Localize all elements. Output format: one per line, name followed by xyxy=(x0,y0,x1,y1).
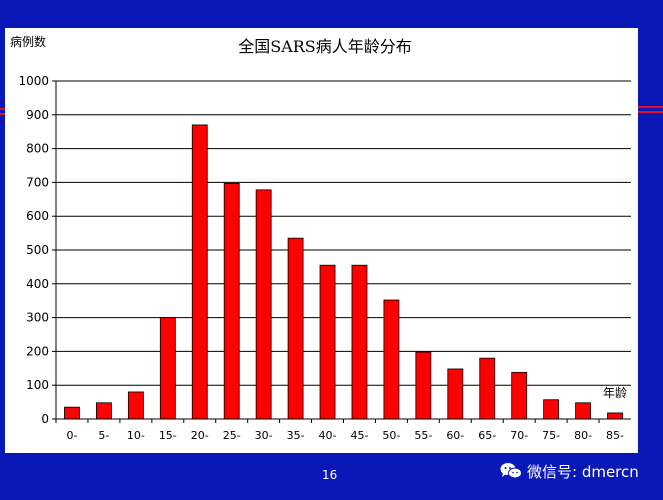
y-tick-label: 200 xyxy=(26,344,49,358)
right-accent-line xyxy=(638,106,663,108)
y-tick-label: 500 xyxy=(26,243,49,257)
wechat-icon xyxy=(500,463,522,479)
y-tick-label: 700 xyxy=(26,175,49,189)
chart-panel: 全国SARS病人年龄分布 病例数 年龄 0 100 200 300 400 500 600 7… xyxy=(5,28,638,453)
y-tick-label: 400 xyxy=(26,277,49,291)
x-tick-label: 5- xyxy=(98,429,109,442)
bar-70 xyxy=(511,371,528,420)
x-tick-label: 0- xyxy=(66,429,77,442)
x-tick-label: 55- xyxy=(414,429,432,442)
x-axis-label: 年龄 xyxy=(603,386,627,400)
bar-60 xyxy=(447,368,464,420)
left-accent-line-2 xyxy=(0,113,5,115)
bar-0 xyxy=(64,406,80,420)
bar-20 xyxy=(191,124,208,420)
chart-title: 全国SARS病人年龄分布 xyxy=(238,37,412,56)
bar-30 xyxy=(255,189,272,420)
bar-65 xyxy=(479,357,496,420)
y-tick-label: 1000 xyxy=(18,74,49,88)
x-tick-label: 75- xyxy=(542,429,560,442)
x-tick-label: 65- xyxy=(478,429,496,442)
bar-80 xyxy=(575,402,591,420)
y-ticks: 0 100 200 300 400 500 600 700 800 900 1000 xyxy=(18,74,56,426)
x-tick-label: 35- xyxy=(287,429,305,442)
x-tick-label: 85- xyxy=(606,429,624,442)
bars xyxy=(64,124,623,420)
bar-45 xyxy=(351,264,368,420)
x-tick-label: 45- xyxy=(350,429,368,442)
right-accent-line-2 xyxy=(638,111,663,113)
y-tick-label: 800 xyxy=(26,142,49,156)
bar-75 xyxy=(543,399,560,420)
bar-5 xyxy=(96,402,112,420)
bar-35 xyxy=(287,237,304,420)
x-tick-label: 40- xyxy=(319,429,337,442)
bar-40 xyxy=(319,264,336,420)
x-tick-label: 30- xyxy=(255,429,273,442)
bar-10 xyxy=(127,391,144,420)
x-tick-label: 15- xyxy=(159,429,177,442)
bar-85 xyxy=(607,412,623,420)
left-accent-line xyxy=(0,108,5,110)
x-tick-label: 50- xyxy=(382,429,400,442)
x-tick-label: 60- xyxy=(446,429,464,442)
x-ticks: 0- 5- 10- 15- 20- 25- 30- 35- 40- 45- 50- 55- 60- 65-… xyxy=(55,419,624,442)
page-number: 16 xyxy=(322,468,338,482)
bar-50 xyxy=(383,299,400,420)
y-tick-label: 300 xyxy=(26,311,49,325)
bar-25 xyxy=(223,183,240,420)
y-tick-label: 600 xyxy=(26,209,49,223)
watermark: 微信号: dmercn xyxy=(500,460,639,482)
bar-15 xyxy=(159,317,176,420)
y-tick-label: 900 xyxy=(26,108,49,122)
x-tick-label: 80- xyxy=(574,429,592,442)
x-tick-label: 70- xyxy=(510,429,528,442)
x-tick-label: 25- xyxy=(223,429,241,442)
bar-chart: 全国SARS病人年龄分布 病例数 年龄 0 100 200 300 400 500 600 7… xyxy=(10,34,631,442)
y-tick-label: 100 xyxy=(26,378,49,392)
bar-55 xyxy=(415,351,432,420)
gridlines xyxy=(56,80,631,386)
y-tick-label: 0 xyxy=(41,412,49,426)
y-axis-label: 病例数 xyxy=(10,34,46,49)
x-tick-label: 10- xyxy=(127,429,145,442)
x-tick-label: 20- xyxy=(191,429,209,442)
watermark-text: 微信号: dmercn xyxy=(527,462,639,481)
